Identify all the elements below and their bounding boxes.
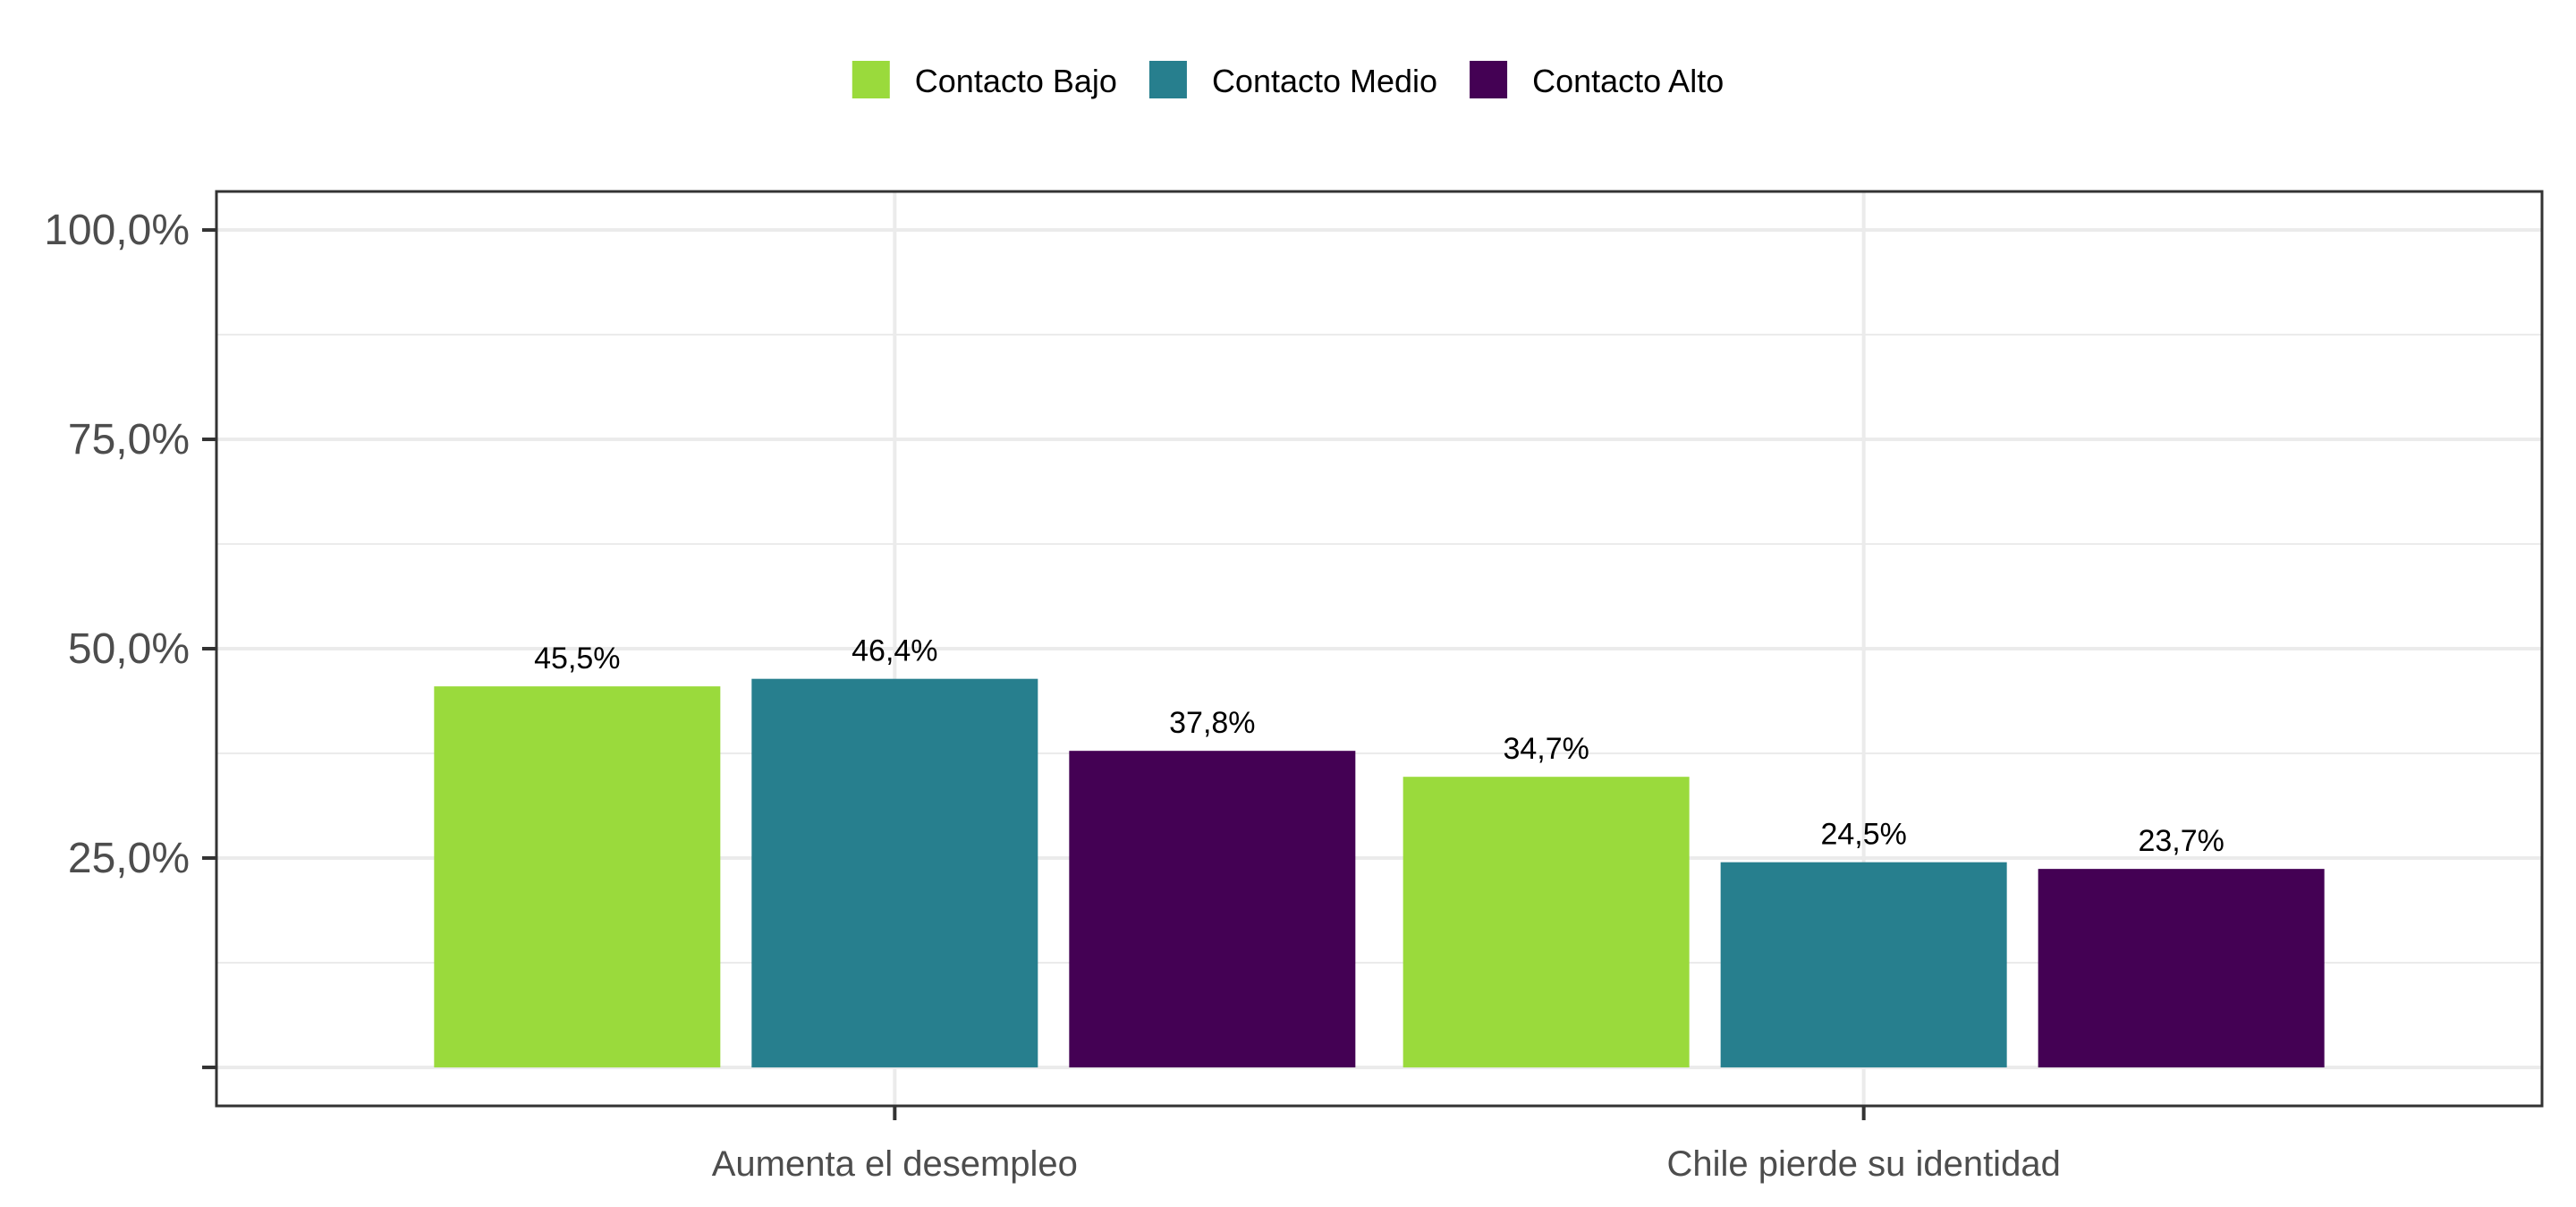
legend-label: Contacto Alto xyxy=(1532,63,1724,99)
bar xyxy=(2038,869,2325,1067)
y-tick-label: 50,0% xyxy=(68,625,190,673)
legend-swatch xyxy=(1470,61,1508,98)
plot-area: 45,5% 46,4% 37,8% 34,7% 24,5% 23,7% xyxy=(215,190,2544,1108)
data-label: 23,7% xyxy=(2138,824,2224,858)
bar xyxy=(751,678,1038,1067)
data-labels: 45,5% 46,4% 37,8% 34,7% 24,5% 23,7% xyxy=(534,634,2224,858)
bar xyxy=(1720,862,2007,1067)
legend-label: Contacto Medio xyxy=(1212,63,1437,99)
legend-swatch xyxy=(852,61,890,98)
x-tick-label: Chile pierde su identidad xyxy=(1667,1144,2061,1184)
y-tick-label: 25,0% xyxy=(68,835,190,882)
x-axis: Aumenta el desempleo Chile pierde su iden… xyxy=(712,1106,2061,1184)
y-axis: 25,0% 50,0% 75,0% 100,0% xyxy=(44,207,216,1069)
data-label: 24,5% xyxy=(1820,818,1906,852)
data-label: 46,4% xyxy=(852,634,937,668)
bars xyxy=(434,678,2325,1067)
data-label: 34,7% xyxy=(1503,732,1589,766)
legend-swatch xyxy=(1148,61,1187,98)
y-tick-label: 100,0% xyxy=(44,207,190,254)
legend-label: Contacto Bajo xyxy=(915,63,1117,99)
bar xyxy=(1069,751,1356,1067)
data-label: 37,8% xyxy=(1169,706,1255,740)
legend: Contacto Bajo Contacto Medio Contacto Alto xyxy=(852,61,1724,99)
bar xyxy=(434,686,721,1067)
bar xyxy=(1402,777,1690,1067)
x-tick-label: Aumenta el desempleo xyxy=(712,1144,1078,1184)
data-label: 45,5% xyxy=(534,642,620,676)
y-tick-label: 75,0% xyxy=(68,416,190,463)
